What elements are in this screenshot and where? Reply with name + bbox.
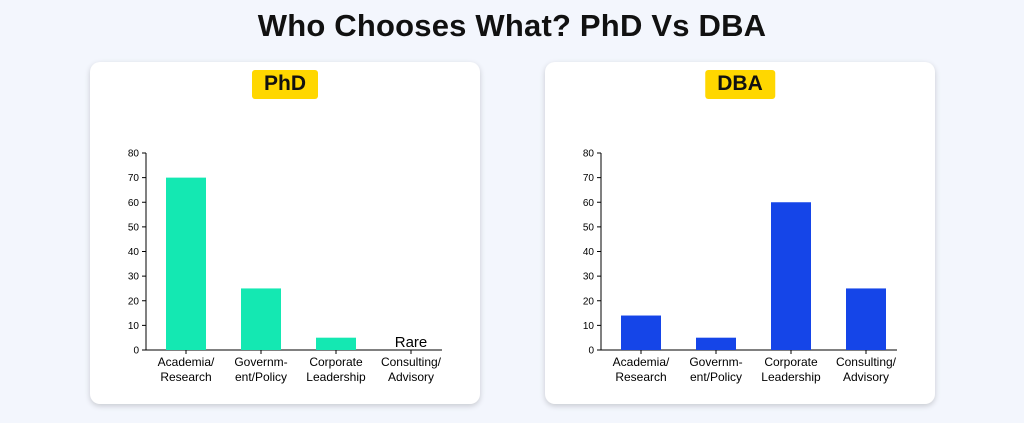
bar	[621, 315, 661, 350]
x-tick-label: ent/Policy	[690, 370, 742, 384]
x-tick-label: Governm-	[234, 355, 287, 369]
x-tick-label: Advisory	[388, 370, 434, 384]
y-tick-label: 70	[583, 173, 595, 184]
y-tick-label: 0	[588, 346, 594, 357]
y-tick-label: 70	[128, 173, 140, 184]
x-tick-label: Consulting/	[381, 355, 442, 369]
x-tick-label: Governm-	[689, 355, 742, 369]
bar	[241, 288, 281, 350]
x-tick-label: Corporate	[764, 355, 818, 369]
y-tick-label: 50	[128, 222, 140, 233]
y-tick-label: 80	[128, 149, 140, 160]
bar	[696, 337, 736, 350]
x-tick-label: Leadership	[761, 370, 821, 384]
y-tick-label: 60	[583, 198, 595, 209]
x-tick-label: Advisory	[843, 370, 889, 384]
x-tick-label: Corporate	[309, 355, 363, 369]
phd-chart: 0 10 20 30 40 50 60 70 80 Academia/Research Govern…	[128, 149, 442, 384]
y-tick-label: 20	[583, 296, 595, 307]
phd-badge: PhD	[252, 70, 318, 99]
bar-annotation: Rare	[395, 334, 428, 351]
x-tick-label: Leadership	[306, 370, 366, 384]
y-tick-label: 10	[583, 321, 595, 332]
y-tick-label: 20	[128, 296, 140, 307]
x-tick-label: Consulting/	[836, 355, 897, 369]
y-tick-label: 40	[128, 247, 140, 258]
x-tick-label: ent/Policy	[235, 370, 287, 384]
x-tick-label: Academia/	[613, 355, 670, 369]
y-tick-label: 10	[128, 321, 140, 332]
x-tick-label: Academia/	[158, 355, 215, 369]
bar	[316, 337, 356, 350]
bar	[166, 177, 206, 350]
dba-badge: DBA	[705, 70, 775, 99]
y-tick-label: 60	[128, 198, 140, 209]
page-title: Who Chooses What? PhD Vs DBA	[257, 8, 767, 43]
y-tick-label: 30	[128, 272, 140, 283]
y-tick-label: 30	[583, 272, 595, 283]
bar	[771, 202, 811, 350]
phd-chart-card: PhD 0 10 20 30 40 50 60 70 80 Academia/Research Go…	[90, 62, 480, 404]
y-tick-label: 40	[583, 247, 595, 258]
x-tick-label: Research	[160, 370, 211, 384]
x-tick-label: Research	[615, 370, 666, 384]
dba-chart: 0 10 20 30 40 50 60 70 80 Academia/Research Govern…	[583, 149, 897, 384]
dba-chart-card: DBA 0 10 20 30 40 50 60 70 80 Academia/Research Go…	[545, 62, 935, 404]
y-tick-label: 0	[133, 346, 139, 357]
y-tick-label: 80	[583, 149, 595, 160]
y-tick-label: 50	[583, 222, 595, 233]
bar	[846, 288, 886, 350]
